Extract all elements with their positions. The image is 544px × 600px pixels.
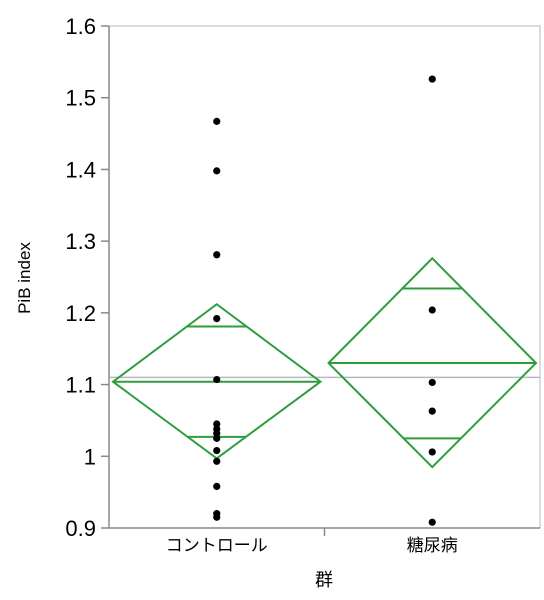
data-point xyxy=(429,448,436,455)
y-axis: 0.9 1 1.1 1.2 1.3 1.4 1.5 1.6 xyxy=(65,14,109,541)
y-tick-label: 1.5 xyxy=(65,86,96,111)
data-point xyxy=(213,315,220,322)
x-tick-label: コントロール xyxy=(166,536,268,556)
data-point xyxy=(213,376,220,383)
data-point xyxy=(429,519,436,526)
y-tick-label: 1.6 xyxy=(65,14,96,39)
x-axis: コントロール 糖尿病 xyxy=(109,528,540,556)
means-diamonds-layer xyxy=(113,258,536,467)
data-point xyxy=(213,458,220,465)
y-tick-label: 1.2 xyxy=(65,301,96,326)
y-tick-label: 1.4 xyxy=(65,157,96,182)
data-point xyxy=(213,483,220,490)
data-point xyxy=(213,447,220,454)
y-axis-label: PiB index xyxy=(15,242,34,314)
data-point xyxy=(429,408,436,415)
x-axis-label: 群 xyxy=(315,570,333,591)
data-point xyxy=(429,75,436,82)
data-point xyxy=(213,514,220,521)
data-point xyxy=(213,251,220,258)
data-point xyxy=(213,435,220,442)
plot-frame xyxy=(109,26,540,528)
y-tick-label: 1.1 xyxy=(65,373,96,398)
plot-border xyxy=(109,26,540,528)
y-tick-label: 1.3 xyxy=(65,229,96,254)
y-tick-label: 0.9 xyxy=(65,516,96,541)
data-point xyxy=(429,379,436,386)
x-tick-label: 糖尿病 xyxy=(407,536,458,556)
data-point xyxy=(213,167,220,174)
data-point xyxy=(213,118,220,125)
y-tick-label: 1 xyxy=(84,444,96,469)
data-points-layer xyxy=(213,75,436,525)
data-point xyxy=(429,306,436,313)
